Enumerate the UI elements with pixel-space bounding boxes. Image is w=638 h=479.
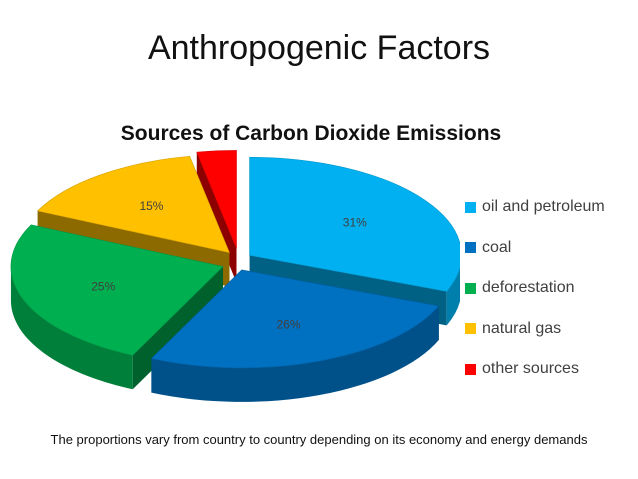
legend-item: oil and petroleum: [465, 196, 605, 218]
legend-swatch: [465, 282, 476, 294]
pie-slice-other-sources: [196, 150, 237, 249]
pie-data-label-2: 25%: [91, 280, 115, 294]
footnote: The proportions vary from country to cou…: [50, 432, 588, 447]
legend-swatch: [465, 363, 476, 375]
pie-slice-deforestation: [10, 224, 224, 356]
pie-slice-coal: [150, 269, 440, 369]
pie-slice-oil-and-petroleum: [249, 157, 460, 292]
legend-item: coal: [465, 237, 605, 259]
pie-data-label-3: 15%: [139, 199, 163, 213]
pie-slice-edge-0-0: [446, 267, 460, 326]
pie-chart: 3%15%31%25%26%: [10, 150, 460, 402]
chart-legend: oil and petroleum coal deforestation natura…: [465, 196, 605, 399]
legend-label: other sources: [482, 360, 579, 377]
slide-title: Anthropogenic Factors: [147, 29, 491, 67]
legend-label: oil and petroleum: [482, 198, 605, 215]
pie-data-label-1: 26%: [276, 318, 300, 332]
legend-label: deforestation: [482, 279, 575, 296]
legend-label: coal: [482, 238, 512, 256]
pie-slice-edge-1-0: [151, 305, 439, 402]
legend-item: natural gas: [465, 318, 605, 340]
legend-swatch: [465, 201, 476, 213]
pie-slice-natural-gas: [36, 156, 230, 254]
legend-swatch: [465, 323, 476, 334]
pie-slice-edge-2-0: [10, 266, 133, 390]
legend-item: other sources: [465, 358, 605, 380]
chart-title: Sources of Carbon Dioxide Emissions: [120, 122, 502, 145]
legend-item: deforestation: [465, 277, 605, 299]
legend-swatch: [465, 242, 476, 253]
legend-label: natural gas: [482, 319, 562, 337]
pie-data-label-0: 31%: [343, 215, 367, 229]
